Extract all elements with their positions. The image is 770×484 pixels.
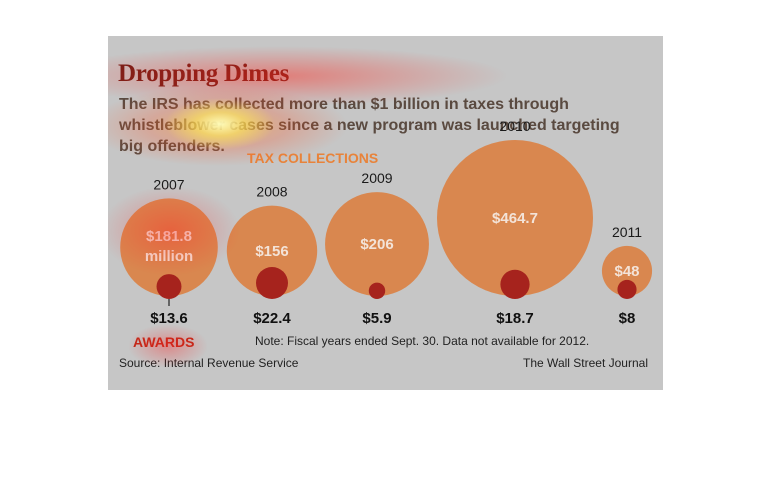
awards-label: AWARDS bbox=[133, 334, 195, 350]
awards-label-2007: $13.6 bbox=[150, 310, 188, 327]
source-line: Source: Internal Revenue Service bbox=[119, 356, 299, 370]
year-label-2008: 2008 bbox=[256, 184, 287, 200]
year-label-2009: 2009 bbox=[361, 170, 392, 186]
collections-label-2009: $206 bbox=[360, 236, 393, 253]
awards-bubble-2008 bbox=[256, 267, 288, 299]
year-label-2010: 2010 bbox=[499, 118, 530, 134]
awards-label-2010: $18.7 bbox=[496, 310, 534, 327]
year-label-2007: 2007 bbox=[153, 176, 184, 192]
credit-line: The Wall Street Journal bbox=[523, 356, 648, 370]
awards-bubble-2010 bbox=[500, 269, 530, 299]
awards-bubble-2011 bbox=[617, 279, 637, 299]
collections-label-2007: $181.8 bbox=[146, 228, 192, 245]
awards-label-2009: $5.9 bbox=[362, 310, 391, 327]
collections-label-2011: $48 bbox=[614, 263, 639, 280]
year-label-2011: 2011 bbox=[612, 224, 642, 240]
footnote: Note: Fiscal years ended Sept. 30. Data … bbox=[255, 334, 590, 348]
awards-label-2011: $8 bbox=[619, 310, 636, 327]
awards-bubble-2009 bbox=[368, 282, 386, 299]
awards-bubble-2007 bbox=[156, 274, 182, 299]
collections-label-2010: $464.7 bbox=[492, 210, 538, 227]
chart-panel: Dropping Dimes The IRS has collected mor… bbox=[108, 36, 663, 390]
awards-label-2008: $22.4 bbox=[253, 310, 291, 327]
collections-unit-label-2007: million bbox=[145, 248, 193, 265]
collections-label-2008: $156 bbox=[255, 243, 288, 260]
